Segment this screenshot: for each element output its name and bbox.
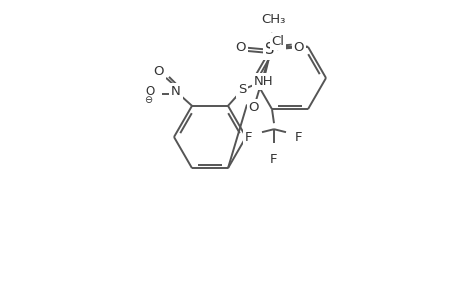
- Text: O: O: [153, 65, 164, 78]
- Text: O: O: [293, 41, 303, 54]
- Text: F: F: [245, 131, 252, 144]
- Text: O: O: [145, 85, 154, 98]
- Text: ⊖: ⊖: [144, 95, 152, 105]
- Text: NH: NH: [254, 75, 273, 88]
- Text: Cl: Cl: [271, 35, 284, 48]
- Text: S: S: [265, 42, 274, 57]
- Text: F: F: [295, 131, 302, 144]
- Text: S: S: [237, 83, 246, 96]
- Text: O: O: [248, 101, 259, 114]
- Text: F: F: [270, 153, 277, 166]
- Text: N: N: [171, 85, 180, 98]
- Text: CH₃: CH₃: [260, 13, 285, 26]
- Text: O: O: [235, 41, 246, 54]
